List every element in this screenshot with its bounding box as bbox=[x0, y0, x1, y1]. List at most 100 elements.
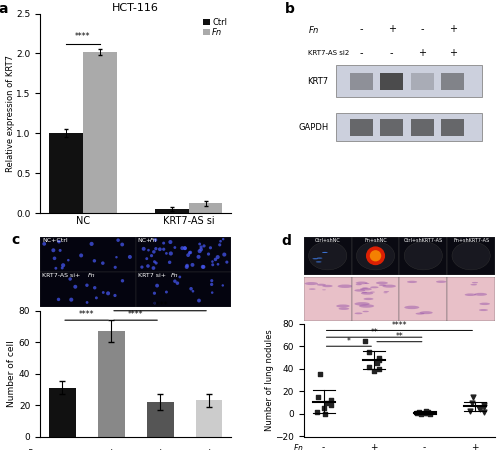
Circle shape bbox=[364, 283, 370, 284]
Bar bbox=[48, 133, 82, 213]
Point bbox=[90, 284, 98, 291]
Bar bbox=[447, 277, 495, 321]
Point bbox=[375, 365, 383, 373]
Point bbox=[178, 244, 186, 252]
Point bbox=[40, 240, 48, 248]
Ellipse shape bbox=[366, 247, 385, 265]
Text: **: ** bbox=[396, 332, 404, 341]
Text: a: a bbox=[0, 1, 8, 16]
FancyBboxPatch shape bbox=[336, 65, 482, 97]
Text: +: + bbox=[206, 448, 213, 450]
Circle shape bbox=[322, 285, 332, 287]
Circle shape bbox=[379, 284, 386, 286]
Text: +: + bbox=[472, 443, 479, 450]
Point bbox=[83, 282, 91, 289]
Point bbox=[171, 244, 179, 251]
Point bbox=[150, 290, 158, 297]
Text: Fn: Fn bbox=[88, 273, 96, 278]
Point bbox=[327, 401, 335, 409]
Text: ****: **** bbox=[75, 32, 90, 41]
Point bbox=[466, 407, 474, 414]
Point bbox=[162, 288, 170, 296]
Point bbox=[314, 393, 322, 400]
Point bbox=[140, 245, 147, 252]
Text: Fn+shKRT7-AS: Fn+shKRT7-AS bbox=[453, 238, 489, 243]
Point bbox=[144, 247, 152, 254]
Bar bbox=[352, 237, 400, 274]
Text: Fn: Fn bbox=[171, 273, 179, 278]
Point bbox=[365, 348, 373, 356]
Point bbox=[208, 277, 216, 284]
Point bbox=[99, 260, 107, 267]
Bar bbox=[352, 277, 400, 321]
Circle shape bbox=[338, 284, 353, 288]
Point bbox=[64, 256, 72, 264]
Bar bbox=[447, 237, 495, 274]
Text: NC+: NC+ bbox=[138, 238, 152, 243]
Point bbox=[364, 363, 372, 370]
Point bbox=[55, 238, 63, 245]
Point bbox=[111, 264, 119, 271]
Bar bbox=[400, 277, 447, 321]
Circle shape bbox=[354, 302, 370, 306]
Point bbox=[181, 245, 189, 252]
Circle shape bbox=[356, 282, 368, 284]
Bar bbox=[304, 237, 352, 274]
Point bbox=[153, 282, 161, 289]
Point bbox=[184, 252, 192, 259]
Text: **: ** bbox=[370, 328, 378, 337]
Point bbox=[216, 241, 224, 248]
Point bbox=[327, 397, 335, 404]
Text: -: - bbox=[360, 49, 363, 58]
Point bbox=[480, 404, 488, 411]
Bar bbox=[98, 331, 124, 436]
Ellipse shape bbox=[370, 250, 382, 261]
Circle shape bbox=[384, 292, 388, 293]
Point bbox=[208, 261, 216, 268]
Point bbox=[143, 255, 151, 262]
Text: $Fn$: $Fn$ bbox=[308, 24, 319, 35]
Bar bbox=[400, 237, 447, 274]
Point bbox=[374, 354, 382, 361]
Point bbox=[216, 238, 224, 245]
Y-axis label: Number of lung nodules: Number of lung nodules bbox=[265, 329, 274, 431]
Point bbox=[83, 299, 91, 306]
Y-axis label: Relative expression of KRT7: Relative expression of KRT7 bbox=[6, 55, 15, 172]
Bar bbox=[48, 388, 76, 436]
Text: -: - bbox=[420, 24, 424, 35]
Point bbox=[88, 240, 96, 248]
Point bbox=[52, 265, 60, 272]
Point bbox=[114, 237, 122, 244]
Point bbox=[197, 243, 205, 251]
Bar bbox=[40, 272, 136, 307]
Point bbox=[219, 282, 227, 289]
Bar bbox=[82, 52, 116, 213]
Point bbox=[480, 408, 488, 415]
Point bbox=[476, 406, 484, 413]
Text: Ctrl+shNC: Ctrl+shNC bbox=[315, 238, 340, 243]
Circle shape bbox=[362, 288, 368, 289]
Point bbox=[162, 250, 170, 257]
Y-axis label: Number of cell: Number of cell bbox=[7, 340, 16, 407]
Circle shape bbox=[364, 298, 374, 300]
Point bbox=[118, 241, 126, 248]
Circle shape bbox=[354, 312, 362, 314]
Circle shape bbox=[474, 293, 487, 296]
Text: +: + bbox=[449, 49, 457, 58]
Point bbox=[156, 246, 164, 253]
Point bbox=[208, 258, 216, 265]
Text: ****: **** bbox=[79, 310, 94, 320]
Point bbox=[58, 264, 66, 271]
Bar bbox=[304, 277, 352, 321]
Text: Fn: Fn bbox=[150, 238, 158, 243]
Point bbox=[160, 246, 168, 253]
Circle shape bbox=[361, 292, 373, 295]
Point bbox=[152, 236, 160, 243]
Circle shape bbox=[479, 309, 488, 311]
Ellipse shape bbox=[308, 242, 347, 270]
Circle shape bbox=[362, 292, 367, 293]
Circle shape bbox=[336, 305, 349, 307]
Point bbox=[152, 245, 160, 252]
Ellipse shape bbox=[356, 242, 395, 270]
Point bbox=[204, 251, 212, 258]
